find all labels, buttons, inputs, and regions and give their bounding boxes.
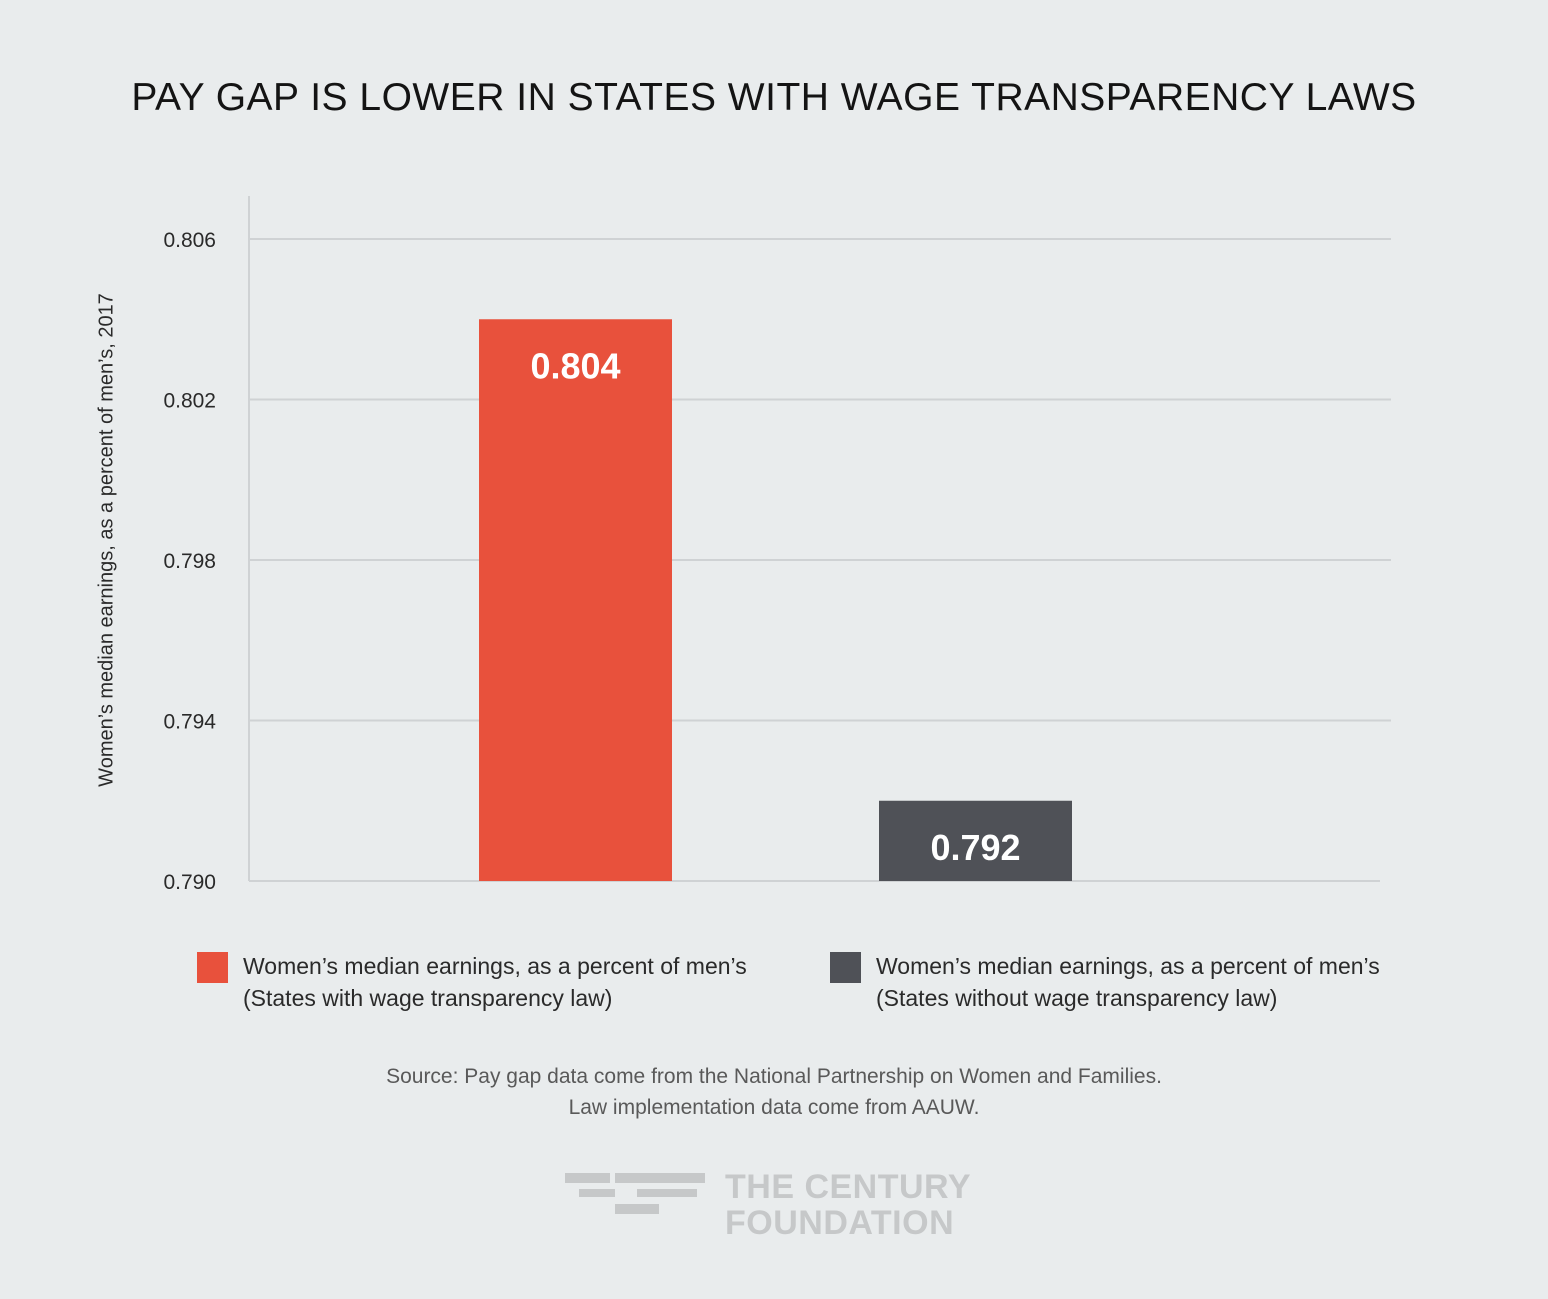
y-tick-label: 0.798 [163, 550, 216, 573]
source-note: Source: Pay gap data come from the Natio… [0, 1061, 1548, 1123]
logo-mark-icon [565, 1173, 705, 1214]
y-tick-label: 0.790 [163, 871, 216, 894]
legend-swatch-with-law [197, 952, 228, 983]
source-line2: Law implementation data come from AAUW. [568, 1096, 980, 1119]
bar-data-label: 0.792 [930, 827, 1020, 868]
bar [879, 800, 1072, 881]
legend-label-with-law: Women’s median earnings, as a percent of… [243, 950, 747, 1014]
bars: 0.804 0.792 [479, 319, 1072, 881]
legend-label-without-law: Women’s median earnings, as a percent of… [876, 950, 1380, 1014]
gridlines [248, 196, 1391, 882]
century-foundation-logo: THE CENTURY FOUNDATION [563, 1170, 983, 1242]
bar-chart: 0.790 0.794 0.798 0.802 0.806 0.804 0.792 [163, 196, 1391, 894]
logo-text-line2: FOUNDATION [725, 1204, 955, 1242]
legend-label-without-law-line2: (States without wage transparency law) [876, 985, 1278, 1011]
y-tick-labels: 0.790 0.794 0.798 0.802 0.806 [163, 229, 216, 894]
legend-label-without-law-line1: Women’s median earnings, as a percent of… [876, 953, 1380, 979]
bar-data-label: 0.804 [530, 345, 620, 386]
logo-text: THE CENTURY FOUNDATION [725, 1170, 971, 1240]
source-line1: Source: Pay gap data come from the Natio… [386, 1065, 1162, 1088]
legend-label-with-law-line1: Women’s median earnings, as a percent of… [243, 953, 747, 979]
legend-swatch-without-law [830, 952, 861, 983]
y-tick-label: 0.802 [163, 390, 216, 413]
logo-text-line1: THE CENTURY [725, 1168, 972, 1206]
chart-title: PAY GAP IS LOWER IN STATES WITH WAGE TRA… [131, 76, 1417, 119]
y-tick-label: 0.806 [163, 229, 216, 252]
legend-item-with-law: Women’s median earnings, as a percent of… [197, 950, 747, 1014]
legend-label-with-law-line2: (States with wage transparency law) [243, 985, 613, 1011]
bar [479, 319, 672, 881]
legend-item-without-law: Women’s median earnings, as a percent of… [830, 950, 1380, 1014]
y-tick-label: 0.794 [163, 711, 216, 734]
